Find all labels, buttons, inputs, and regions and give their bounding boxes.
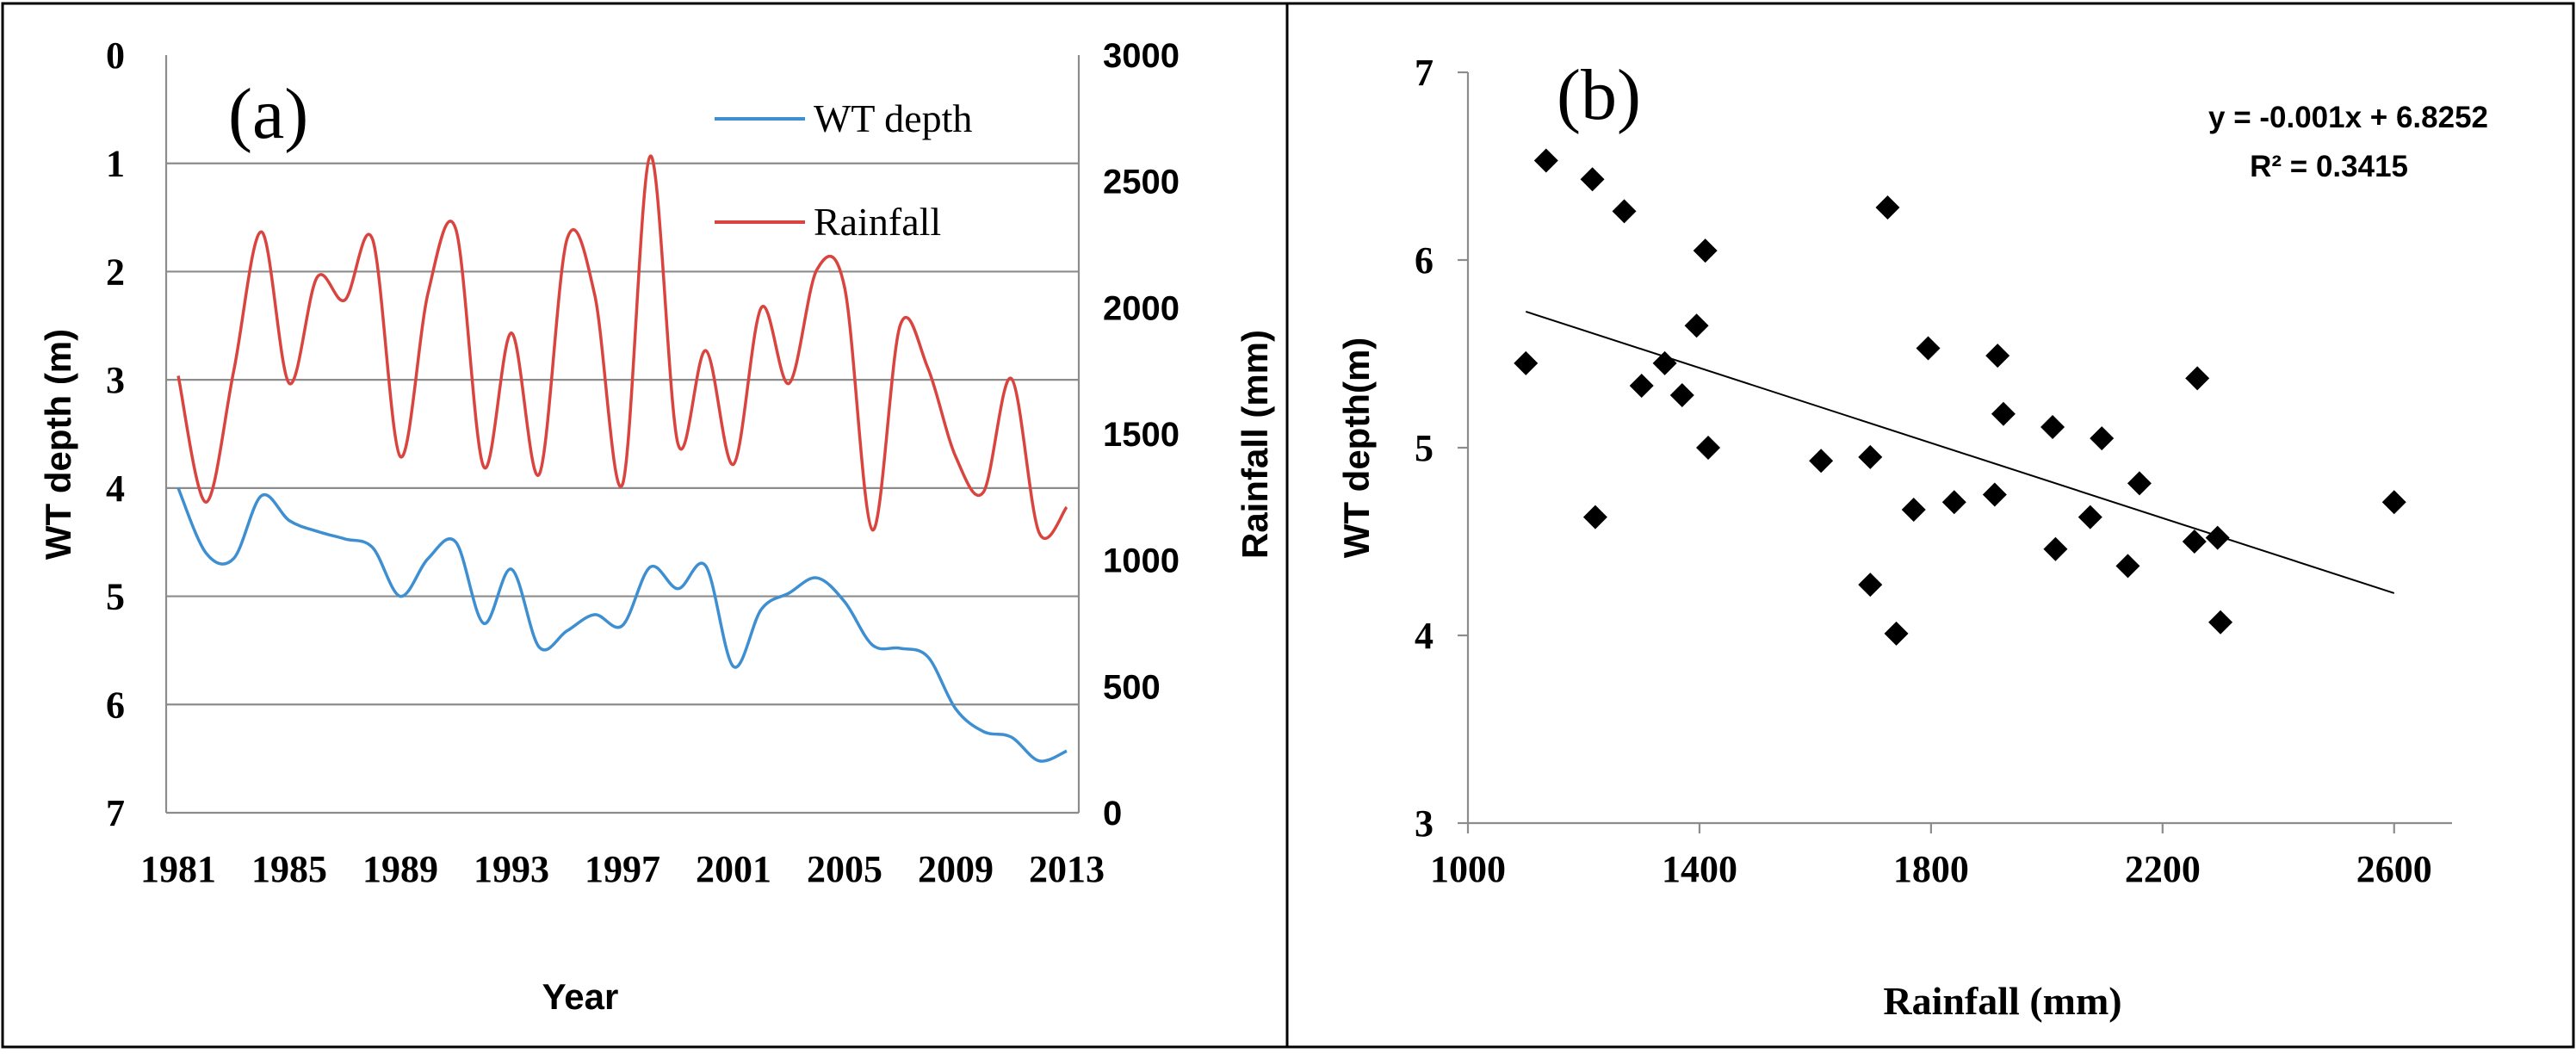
xtick-label: 1985 — [251, 848, 327, 890]
ytick-label: 3 — [106, 359, 125, 401]
panel-b-frame — [1285, 2, 2575, 1049]
xtick-label: 2005 — [807, 848, 882, 890]
scatter-point — [2115, 554, 2140, 579]
scatter-point — [2127, 471, 2152, 496]
xtick-label: 1989 — [362, 848, 438, 890]
scatter-point — [1982, 482, 2007, 507]
ytick-label: 3 — [1415, 802, 1434, 845]
panel-a-frame — [1, 2, 1289, 1049]
ytick-label: 1 — [106, 143, 125, 185]
scatter-point — [2205, 525, 2230, 550]
trendline — [1525, 310, 2395, 594]
panel-a-left-ticks: 0 1 2 3 4 5 6 7 — [106, 34, 125, 834]
scatter-point — [2043, 536, 2068, 561]
scatter-point — [1612, 199, 1637, 224]
xtick-label: 1800 — [1893, 848, 1969, 890]
panel-a-label: (a) — [228, 74, 308, 154]
y2tick-label: 3000 — [1103, 37, 1180, 75]
scatter-points — [1514, 148, 2406, 646]
scatter-point — [1901, 497, 1926, 522]
ytick-label: 6 — [106, 684, 125, 726]
ytick-label: 2 — [106, 251, 125, 293]
y2tick-label: 0 — [1103, 795, 1122, 833]
y2tick-label: 1000 — [1103, 542, 1180, 580]
y2tick-label: 1500 — [1103, 416, 1180, 454]
scatter-point — [1991, 401, 2016, 426]
scatter-point — [2040, 415, 2065, 440]
y2tick-label: 2500 — [1103, 164, 1180, 201]
xtick-label: 1000 — [1430, 848, 1506, 890]
xtick-label: 2200 — [2125, 848, 2201, 890]
xtick-label: 1997 — [585, 848, 660, 890]
scatter-point — [1514, 350, 1539, 375]
scatter-point — [2185, 366, 2210, 391]
panel-b-ylabel: WT depth(m) — [1336, 338, 1377, 559]
scatter-point — [2182, 530, 2207, 554]
scatter-point — [1875, 195, 1900, 220]
scatter-point — [2078, 505, 2102, 530]
ytick-label: 7 — [1415, 52, 1434, 94]
scatter-point — [1652, 350, 1677, 375]
panel-b-x-ticks: 1000 1400 1800 2200 2600 — [1430, 823, 2432, 890]
scatter-point — [1696, 436, 1721, 460]
xtick-label: 2001 — [696, 848, 771, 890]
scatter-point — [1580, 167, 1605, 192]
xtick-label: 2013 — [1029, 848, 1105, 890]
panel-a-gridlines — [166, 162, 1079, 706]
xtick-label: 2600 — [2356, 848, 2432, 890]
trend-equation: y = -0.001x + 6.8252 — [2208, 101, 2488, 134]
ytick-label: 4 — [106, 468, 125, 510]
panel-a-xlabel: Year — [542, 976, 619, 1017]
ytick-label: 6 — [1415, 239, 1434, 282]
y2tick-label: 2000 — [1103, 289, 1180, 327]
scatter-point — [1809, 449, 1834, 474]
scatter-point — [1916, 336, 1941, 361]
panel-a-x-ticks: 1981 1985 1989 1993 1997 2001 2005 2009 2013 — [140, 848, 1105, 890]
scatter-point — [1684, 313, 1709, 338]
ytick-label: 5 — [1415, 427, 1434, 469]
scatter-point — [1941, 490, 1966, 515]
scatter-point — [2208, 610, 2233, 635]
panel-a-right-ticks: 0 500 1000 1500 2000 2500 3000 — [1103, 37, 1180, 833]
scatter-point — [1533, 148, 1558, 173]
xtick-label: 1400 — [1662, 848, 1737, 890]
panel-a-ylabel: WT depth (m) — [38, 329, 78, 560]
scatter-point — [1985, 344, 2010, 368]
scatter-point — [1582, 505, 1607, 530]
xtick-label: 1993 — [474, 848, 549, 890]
ytick-label: 4 — [1415, 615, 1434, 657]
scatter-point — [1858, 573, 1883, 598]
scatter-point — [1884, 621, 1909, 646]
scatter-point — [1858, 444, 1883, 469]
panel-b-label: (b) — [1557, 55, 1641, 135]
xtick-label: 2009 — [918, 848, 994, 890]
scatter-point — [1629, 374, 1654, 399]
scatter-point — [1693, 238, 1718, 263]
panel-b-y-ticks: 3 4 5 6 7 — [1415, 52, 1468, 845]
r-squared: R² = 0.3415 — [2250, 150, 2408, 183]
panel-b-xlabel: Rainfall (mm) — [1883, 979, 2121, 1023]
legend-wt-depth-label: WT depth — [814, 96, 972, 140]
ytick-label: 0 — [106, 34, 125, 77]
wt-depth-series-line — [176, 487, 1068, 763]
panel-a-y2label: Rainfall (mm) — [1235, 330, 1275, 559]
rainfall-series-line — [176, 154, 1068, 541]
scatter-point — [1669, 382, 1694, 407]
xtick-label: 1981 — [140, 848, 216, 890]
ytick-label: 7 — [106, 792, 125, 834]
scatter-point — [2381, 490, 2406, 515]
y2tick-label: 500 — [1103, 668, 1161, 706]
scatter-point — [2090, 426, 2115, 451]
ytick-label: 5 — [106, 576, 125, 618]
panel-b: 3 4 5 6 7 1000 1400 1800 2200 2600 (b) y = -0.00… — [1336, 52, 2488, 1023]
legend-rainfall-label: Rainfall — [814, 200, 941, 244]
